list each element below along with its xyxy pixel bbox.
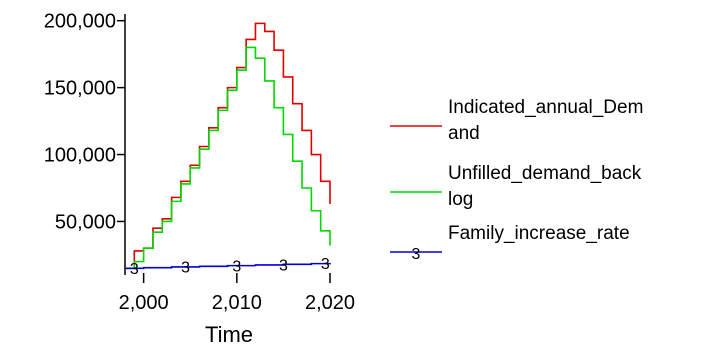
y-tick-label: 200,000 [44, 11, 116, 33]
series-marker: 3 [279, 257, 288, 274]
series-marker: 3 [232, 258, 241, 275]
x-tick-label: 2,010 [212, 292, 262, 314]
x-axis-title: Time [205, 322, 253, 347]
legend-label: and [448, 123, 480, 144]
y-tick-label: 50,000 [55, 211, 116, 233]
legend-label: Indicated_annual_Dem [448, 97, 643, 118]
legend-label: Family_increase_rate [448, 223, 630, 244]
x-tick-label: 2,000 [119, 292, 169, 314]
legend-item-3: 3 Family_increase_rate [390, 223, 630, 263]
legend-label: log [448, 189, 473, 210]
series-marker: 3 [321, 256, 330, 273]
series-marker: 3 [130, 261, 139, 278]
series-line-2 [125, 46, 331, 270]
series-line-3 [125, 262, 331, 270]
legend-label: Unfilled_demand_back [448, 163, 642, 184]
plot-lines: 3 3 3 3 3 [125, 22, 331, 278]
series-marker: 3 [181, 260, 190, 277]
x-tick-label: 2,020 [305, 292, 355, 314]
y-ticks: 50,000 100,000 150,000 200,000 [44, 11, 125, 233]
y-tick-label: 100,000 [44, 145, 116, 167]
x-ticks: 2,000 2,010 2,020 [119, 273, 355, 314]
legend-marker: 3 [412, 246, 421, 263]
y-tick-label: 150,000 [44, 78, 116, 100]
